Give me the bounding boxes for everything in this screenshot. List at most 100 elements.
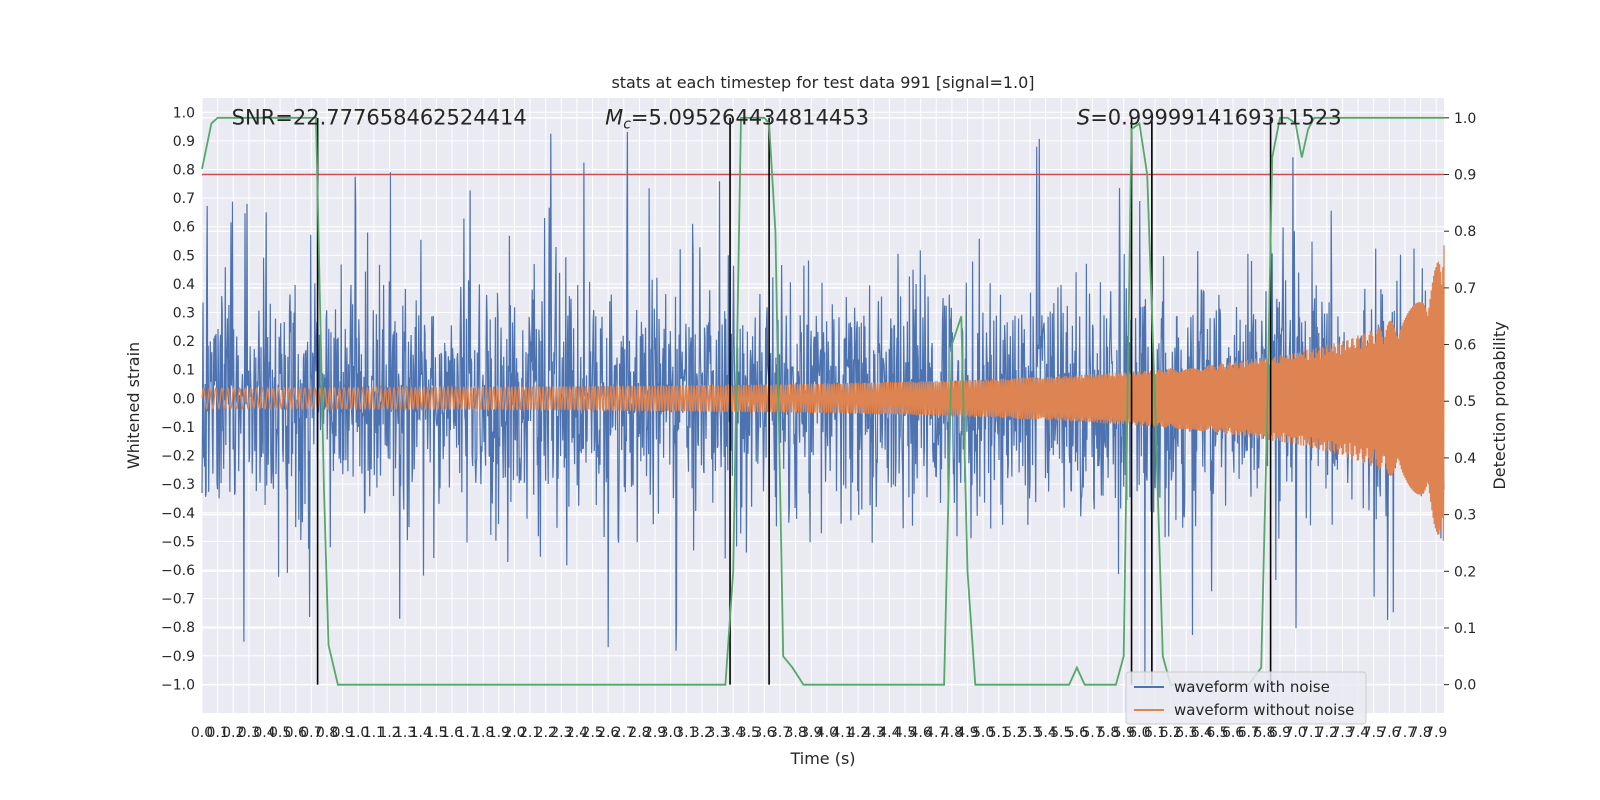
x-tick-label: 0.7 [300, 725, 322, 741]
x-tick-label: 4.4 [878, 725, 900, 741]
x-tick-label: 1.0 [347, 725, 369, 741]
x-tick-label: 4.2 [847, 725, 869, 741]
x-tick-label: 0.0 [191, 725, 213, 741]
x-tick-label: 3.6 [753, 725, 775, 741]
y-right-tick-label: 0.1 [1454, 621, 1476, 637]
tick-labels: 1.00.90.80.70.60.50.40.30.20.10.0−0.1−0.… [161, 105, 1476, 741]
x-tick-label: 7.1 [1300, 725, 1322, 741]
y-tick-label: 0.7 [173, 191, 195, 207]
x-tick-label: 0.4 [253, 725, 275, 741]
x-tick-label: 1.4 [410, 725, 432, 741]
y-tick-label: −0.5 [161, 534, 195, 550]
x-tick-label: 7.6 [1378, 725, 1400, 741]
x-tick-label: 5.0 [972, 725, 994, 741]
x-tick-label: 4.3 [863, 725, 885, 741]
x-tick-label: 5.3 [1019, 725, 1041, 741]
x-tick-label: 6.0 [1128, 725, 1150, 741]
x-tick-label: 2.7 [613, 725, 635, 741]
y-tick-label: −0.9 [161, 649, 195, 665]
x-tick-label: 0.2 [222, 725, 244, 741]
x-tick-label: 6.5 [1206, 725, 1228, 741]
x-tick-label: 7.9 [1425, 725, 1447, 741]
x-tick-label: 5.7 [1081, 725, 1103, 741]
y-right-tick-label: 0.0 [1454, 678, 1476, 694]
y-tick-label: 0.2 [173, 334, 195, 350]
y-tick-label: −0.2 [161, 449, 195, 465]
x-tick-label: 6.3 [1175, 725, 1197, 741]
x-tick-label: 0.9 [331, 725, 353, 741]
y-tick-label: −0.3 [161, 477, 195, 493]
x-tick-label: 2.4 [566, 725, 588, 741]
y-tick-label: 1.0 [173, 105, 195, 121]
x-tick-label: 7.0 [1284, 725, 1306, 741]
x-tick-label: 5.5 [1050, 725, 1072, 741]
y-right-tick-label: 0.4 [1454, 451, 1476, 467]
x-tick-label: 6.6 [1222, 725, 1244, 741]
y-tick-label: −0.1 [161, 420, 195, 436]
plot-area [201, 98, 1445, 713]
x-tick-label: 1.9 [488, 725, 510, 741]
x-tick-label: 3.0 [660, 725, 682, 741]
y-tick-label: −0.7 [161, 592, 195, 608]
x-tick-label: 3.5 [738, 725, 760, 741]
x-tick-label: 6.9 [1269, 725, 1291, 741]
x-tick-label: 3.1 [675, 725, 697, 741]
x-tick-label: 4.8 [941, 725, 963, 741]
y-tick-label: 0.8 [173, 163, 195, 179]
x-tick-label: 5.4 [1034, 725, 1056, 741]
x-axis-label: Time (s) [789, 749, 855, 768]
x-tick-label: 3.8 [785, 725, 807, 741]
x-tick-label: 3.7 [769, 725, 791, 741]
y-tick-label: −0.6 [161, 563, 195, 579]
y-tick-label: 0.3 [173, 306, 195, 322]
annotation-chirp-mass: Mc=5.095264434814453 [605, 105, 869, 132]
y-tick-label: −0.8 [161, 620, 195, 636]
annotation-snr: SNR=22.777658462524414 [232, 105, 527, 129]
x-tick-label: 4.1 [831, 725, 853, 741]
x-tick-label: 3.3 [706, 725, 728, 741]
x-tick-label: 1.2 [378, 725, 400, 741]
x-tick-label: 7.2 [1316, 725, 1338, 741]
x-tick-label: 5.9 [1113, 725, 1135, 741]
y-axis-label: Whitened strain [124, 342, 143, 469]
annotations: SNR=22.777658462524414 Mc=5.0952644348144… [232, 105, 1342, 132]
x-tick-label: 1.1 [363, 725, 385, 741]
series-waveform-without-noise [201, 245, 1445, 541]
y-tick-label: 0.0 [173, 391, 195, 407]
x-tick-label: 4.9 [956, 725, 978, 741]
x-tick-label: 2.5 [581, 725, 603, 741]
y-right-tick-label: 0.2 [1454, 564, 1476, 580]
x-tick-label: 0.1 [206, 725, 228, 741]
x-tick-label: 2.9 [644, 725, 666, 741]
x-tick-label: 0.6 [285, 725, 307, 741]
annotation-score: S=0.9999914169311523 [1077, 105, 1342, 129]
y-tick-label: 0.4 [173, 277, 195, 293]
x-tick-label: 4.5 [894, 725, 916, 741]
x-tick-label: 0.3 [238, 725, 260, 741]
x-tick-label: 4.7 [925, 725, 947, 741]
x-tick-label: 1.6 [441, 725, 463, 741]
x-tick-label: 7.4 [1347, 725, 1369, 741]
y-tick-label: −1.0 [161, 677, 195, 693]
y-right-tick-label: 0.8 [1454, 224, 1476, 240]
y-tick-label: 0.5 [173, 248, 195, 264]
x-tick-label: 1.3 [394, 725, 416, 741]
x-tick-label: 2.2 [535, 725, 557, 741]
x-tick-label: 2.6 [597, 725, 619, 741]
x-tick-label: 5.6 [1066, 725, 1088, 741]
x-tick-label: 6.7 [1238, 725, 1260, 741]
y-right-axis-label: Detection probability [1490, 321, 1509, 489]
x-tick-label: 6.8 [1253, 725, 1275, 741]
x-tick-label: 3.9 [800, 725, 822, 741]
y-right-tick-label: 0.7 [1454, 281, 1476, 297]
y-tick-label: 0.6 [173, 220, 195, 236]
legend-entry: waveform with noise [1174, 678, 1330, 696]
x-tick-label: 5.1 [988, 725, 1010, 741]
x-tick-label: 6.2 [1159, 725, 1181, 741]
x-tick-label: 7.7 [1394, 725, 1416, 741]
y-right-tick-label: 0.3 [1454, 508, 1476, 524]
x-tick-label: 4.0 [816, 725, 838, 741]
x-tick-label: 7.5 [1363, 725, 1385, 741]
chart-title: stats at each timestep for test data 991… [611, 73, 1034, 92]
